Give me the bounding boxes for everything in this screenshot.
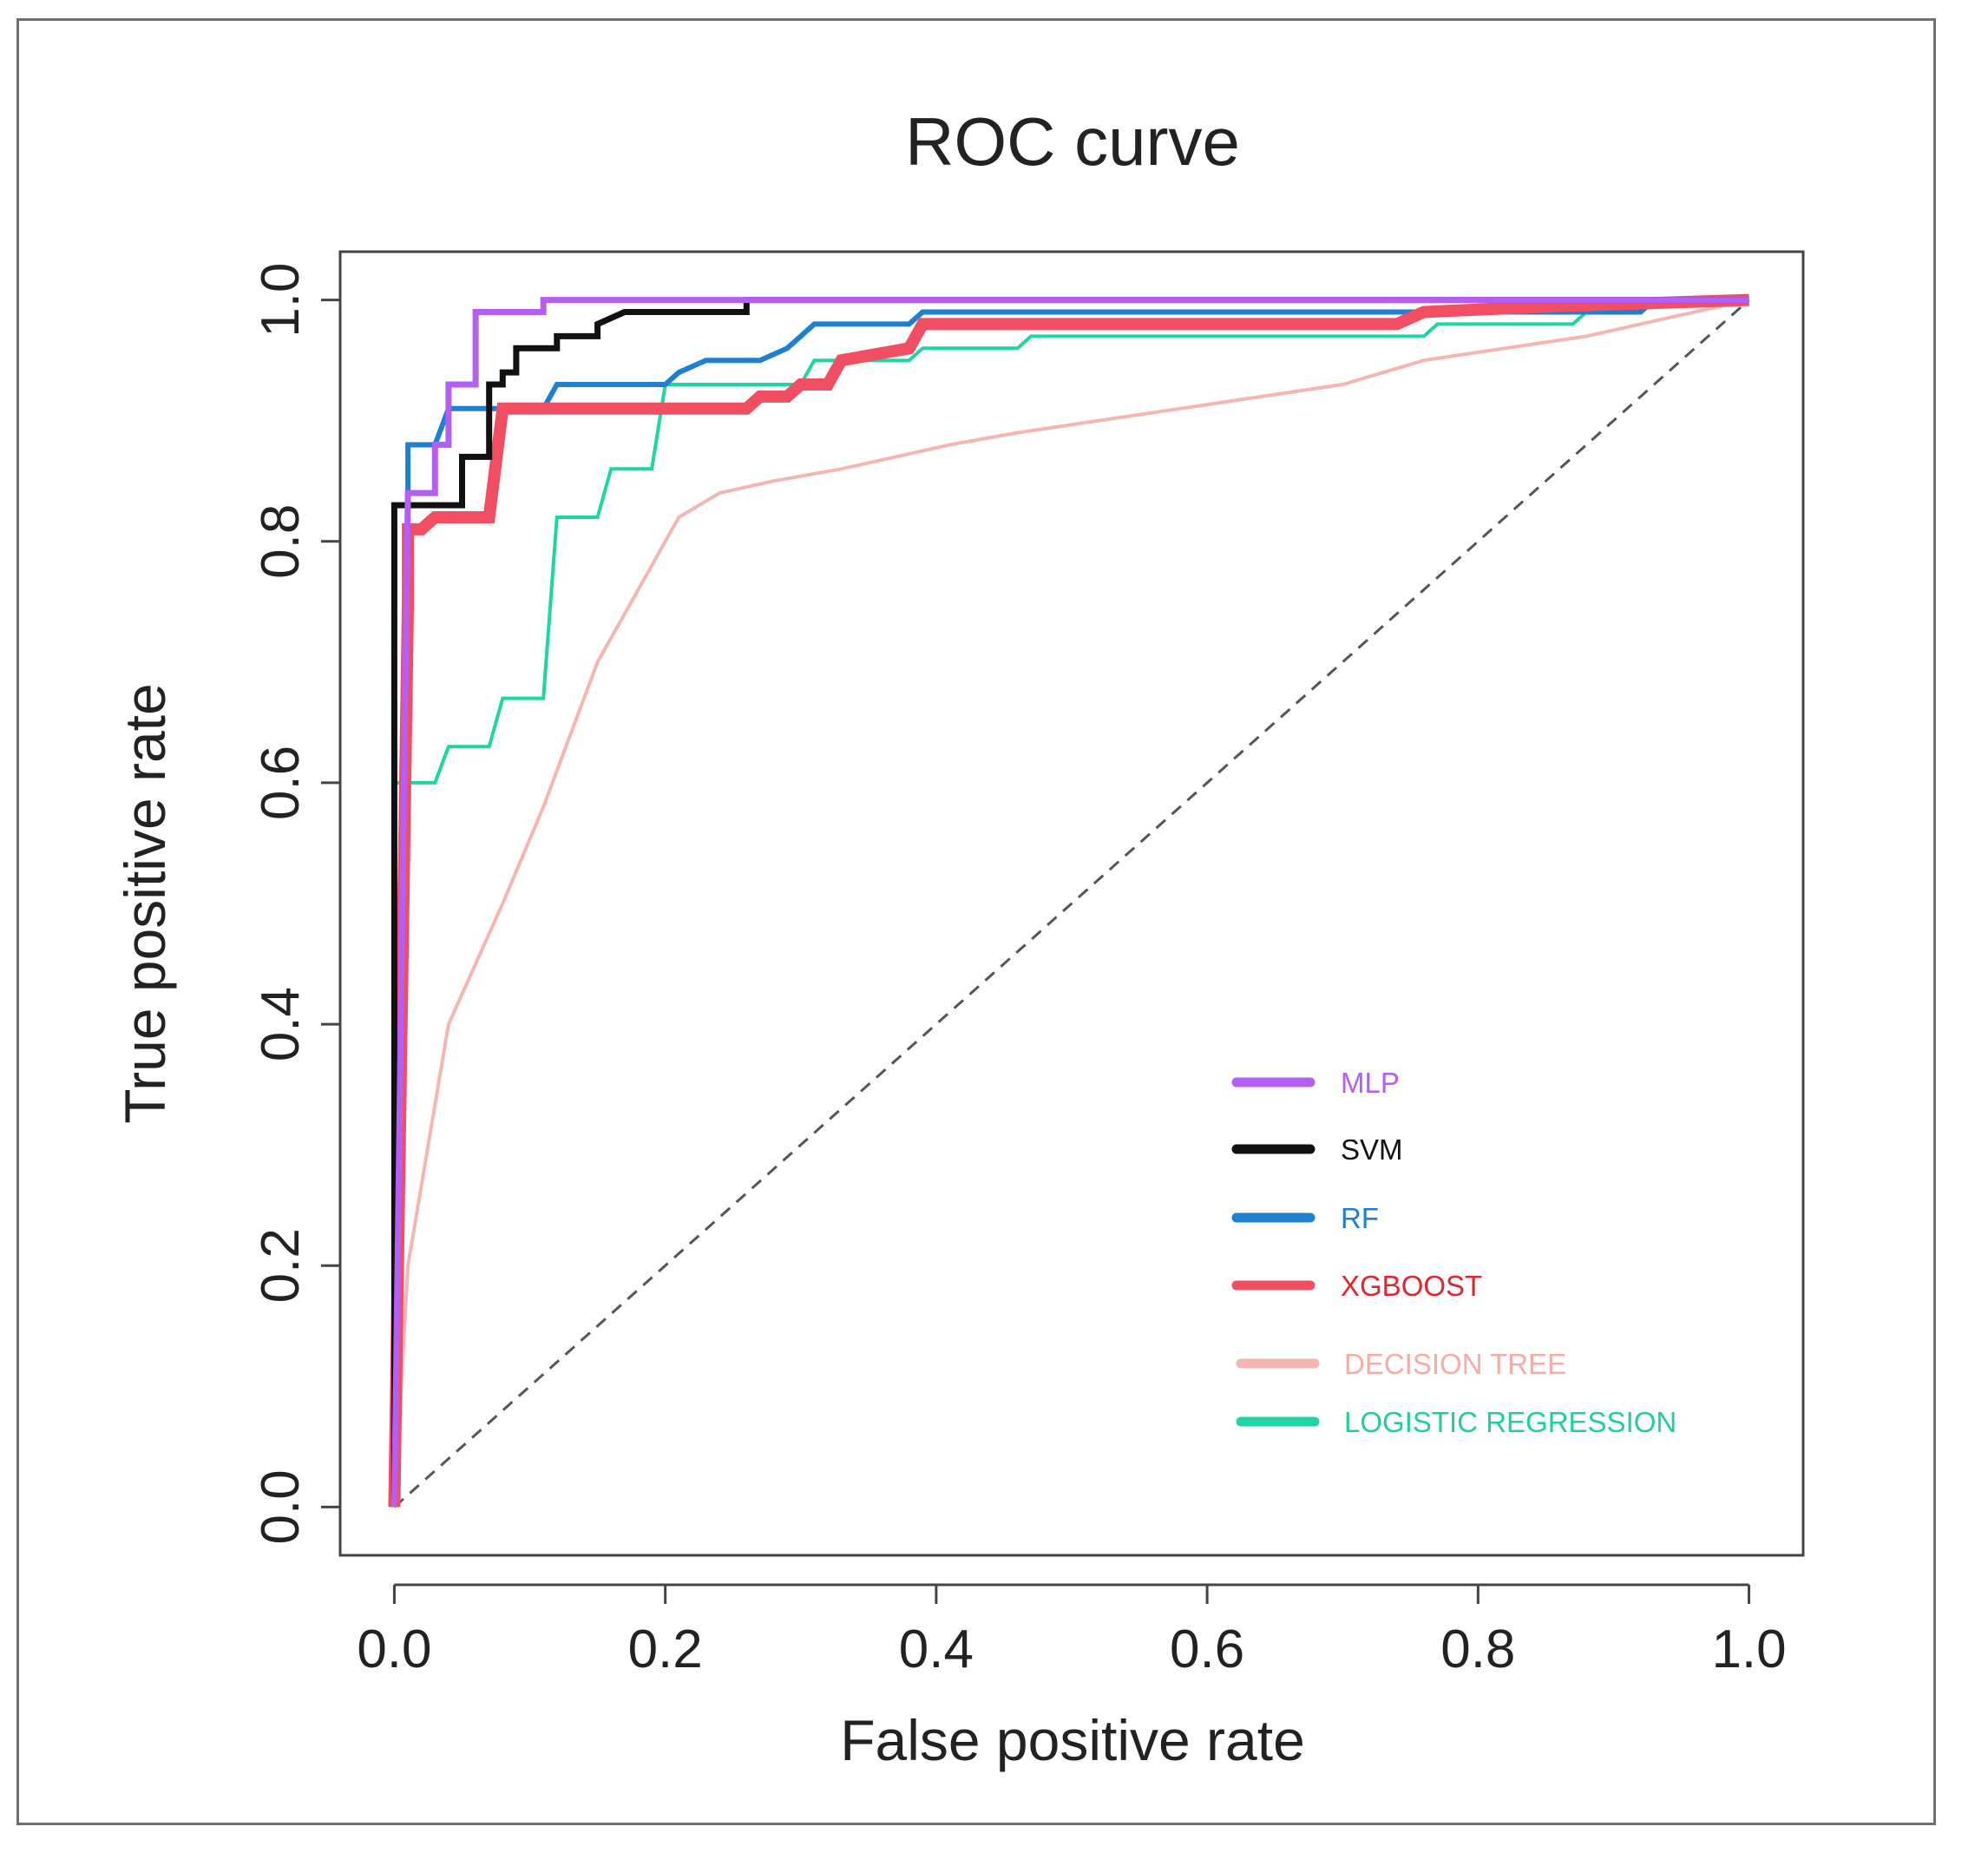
x-tick-label: 1.0 xyxy=(1711,1620,1786,1679)
y-tick-label: 0.6 xyxy=(251,746,311,820)
x-axis: 0.0 0.2 0.4 0.6 0.8 1.0 xyxy=(357,1583,1787,1679)
y-axis: 0.0 0.2 0.4 0.6 0.8 1.0 xyxy=(251,263,342,1544)
x-tick-label: 0.8 xyxy=(1440,1620,1515,1679)
legend-label-rf: RF xyxy=(1341,1202,1379,1234)
y-tick-label: 0.0 xyxy=(251,1469,311,1544)
series-line-xgboost xyxy=(388,293,1749,1508)
legend-label-svm: SVM xyxy=(1341,1133,1403,1166)
legend: MLP SVM RF XGBOOST DECISION TREE LOGISTIC REG… xyxy=(1231,1067,1676,1438)
diagonal-reference xyxy=(393,299,1750,1508)
y-tick-label: 1.0 xyxy=(251,263,311,338)
x-axis-label: False positive rate xyxy=(840,1708,1305,1772)
y-tick-label: 0.2 xyxy=(251,1228,311,1303)
y-axis-label: True positive rate xyxy=(113,683,177,1123)
series-line-decision-tree xyxy=(392,298,1750,1508)
x-tick-label: 0.4 xyxy=(899,1620,974,1679)
legend-label-logistic-regression: LOGISTIC REGRESSION xyxy=(1344,1406,1676,1438)
y-tick-label: 0.8 xyxy=(251,504,311,579)
series-line-logistic-regression xyxy=(392,298,1749,1508)
x-tick-label: 0.6 xyxy=(1170,1620,1244,1679)
diagonal-line xyxy=(393,299,1750,1508)
chart-title: ROC curve xyxy=(905,103,1240,180)
x-tick-label: 0.2 xyxy=(628,1620,703,1679)
legend-label-xgboost: XGBOOST xyxy=(1341,1270,1482,1302)
x-tick-label: 0.0 xyxy=(357,1620,431,1679)
legend-label-mlp: MLP xyxy=(1341,1067,1400,1099)
y-tick-label: 0.4 xyxy=(251,987,311,1061)
series-line-mlp xyxy=(390,297,1749,1508)
series-line-svm xyxy=(390,297,1749,1508)
roc-series xyxy=(388,293,1750,1508)
legend-label-decision-tree: DECISION TREE xyxy=(1344,1348,1566,1380)
